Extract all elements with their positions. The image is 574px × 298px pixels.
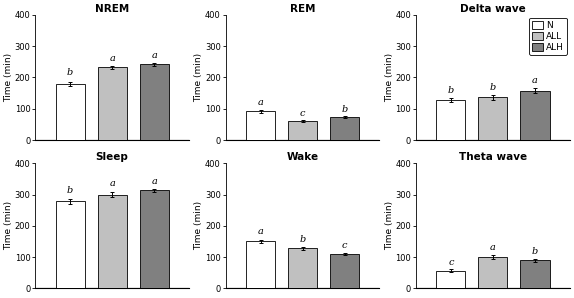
Bar <box>436 271 466 288</box>
Bar <box>288 121 317 140</box>
Bar <box>288 248 317 288</box>
Text: a: a <box>109 54 115 63</box>
Text: a: a <box>151 51 157 60</box>
Text: a: a <box>151 177 157 186</box>
Title: REM: REM <box>290 4 315 14</box>
Text: c: c <box>448 258 453 267</box>
Title: Delta wave: Delta wave <box>460 4 526 14</box>
Text: b: b <box>448 86 454 95</box>
Text: b: b <box>532 247 538 256</box>
Text: a: a <box>490 243 496 252</box>
Bar <box>521 260 549 288</box>
Bar <box>139 64 169 140</box>
Bar <box>330 254 359 288</box>
Text: b: b <box>300 235 306 244</box>
Title: Sleep: Sleep <box>96 153 129 162</box>
Text: b: b <box>67 186 73 195</box>
Text: a: a <box>532 76 538 85</box>
Bar <box>246 241 275 288</box>
Bar <box>56 84 84 140</box>
Text: b: b <box>67 68 73 77</box>
Text: c: c <box>342 241 347 251</box>
Text: b: b <box>342 105 348 114</box>
Y-axis label: Time (min): Time (min) <box>195 53 204 102</box>
Text: a: a <box>258 97 263 107</box>
Y-axis label: Time (min): Time (min) <box>385 201 394 250</box>
Bar <box>98 195 127 288</box>
Bar <box>521 91 549 140</box>
Bar <box>479 97 507 140</box>
Text: a: a <box>258 227 263 236</box>
Bar <box>139 190 169 288</box>
Bar <box>98 67 127 140</box>
Bar <box>56 201 84 288</box>
Text: c: c <box>300 109 305 118</box>
Title: Theta wave: Theta wave <box>459 153 527 162</box>
Text: b: b <box>490 83 496 92</box>
Title: NREM: NREM <box>95 4 129 14</box>
Y-axis label: Time (min): Time (min) <box>4 53 13 102</box>
Legend: N, ALL, ALH: N, ALL, ALH <box>529 18 567 55</box>
Bar <box>330 117 359 140</box>
Bar <box>436 100 466 140</box>
Y-axis label: Time (min): Time (min) <box>385 53 394 102</box>
Y-axis label: Time (min): Time (min) <box>195 201 204 250</box>
Bar <box>246 111 275 140</box>
Title: Wake: Wake <box>286 153 319 162</box>
Bar <box>479 257 507 288</box>
Text: a: a <box>109 179 115 188</box>
Y-axis label: Time (min): Time (min) <box>4 201 13 250</box>
